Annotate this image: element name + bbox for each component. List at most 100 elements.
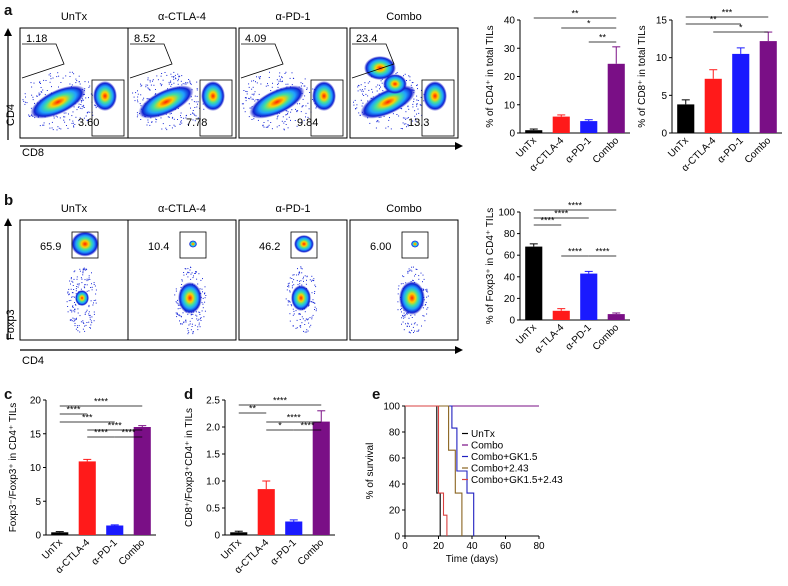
scatter-dot [88, 277, 90, 279]
scatter-dot [412, 279, 414, 281]
flow-scatter-cloud [66, 267, 97, 333]
scatter-dot [410, 314, 412, 316]
scatter-dot [408, 75, 410, 77]
scatter-dot [294, 120, 296, 121]
scatter-dot [191, 323, 193, 325]
scatter-dot [95, 302, 97, 304]
scatter-dot [306, 279, 307, 281]
scatter-dot [77, 308, 79, 310]
scatter-dot [71, 296, 73, 298]
scatter-dot [170, 112, 172, 114]
scatter-dot [197, 319, 199, 321]
scatter-dot [304, 331, 306, 333]
scatter-dot [167, 116, 169, 118]
scatter-dot [91, 289, 93, 291]
scatter-dot [291, 84, 293, 86]
scatter-dot [299, 103, 301, 105]
scatter-dot [195, 115, 197, 117]
scatter-dot [33, 82, 35, 84]
scatter-dot [282, 80, 283, 82]
flow-density-treg [71, 231, 99, 257]
scatter-dot [291, 305, 293, 307]
scatter-dot [402, 128, 403, 130]
scatter-dot [55, 115, 57, 117]
scatter-dot [382, 90, 384, 92]
scatter-dot [195, 272, 196, 274]
scatter-dot [76, 80, 78, 82]
scatter-dot [414, 322, 416, 324]
scatter-dot [292, 281, 293, 283]
scatter-dot [402, 314, 404, 316]
scatter-dot [90, 324, 92, 326]
scatter-dot [409, 79, 411, 81]
scatter-dot [289, 320, 291, 322]
scatter-dot [90, 327, 91, 329]
category-label: α-PD-1 [564, 322, 595, 353]
scatter-dot [281, 76, 283, 78]
scatter-dot [292, 325, 294, 327]
bar [677, 104, 695, 133]
scatter-dot [51, 121, 53, 123]
flow-density-conv [178, 282, 202, 314]
scatter-dot [93, 302, 94, 304]
scatter-dot [182, 83, 184, 85]
scatter-dot [296, 327, 298, 329]
y-tick-label: 10 [656, 53, 668, 64]
scatter-dot [426, 288, 428, 290]
scatter-dot [88, 313, 90, 315]
scatter-dot [310, 324, 312, 326]
scatter-dot [93, 300, 95, 301]
scatter-dot [422, 307, 424, 309]
scatter-dot [173, 118, 175, 120]
scatter-dot [73, 271, 75, 273]
scatter-dot [306, 275, 308, 277]
significance-label: **** [94, 428, 109, 438]
scatter-dot [379, 84, 380, 86]
scatter-dot [85, 311, 87, 313]
scatter-dot [39, 82, 41, 84]
scatter-dot [187, 330, 189, 332]
scatter-dot [192, 331, 194, 333]
scatter-dot [78, 106, 80, 108]
scatter-dot [82, 272, 84, 274]
scatter-dot [76, 317, 77, 319]
scatter-dot [71, 115, 73, 117]
scatter-dot [87, 119, 89, 121]
scatter-dot [71, 84, 73, 86]
scatter-dot [198, 273, 200, 275]
scatter-dot [187, 276, 189, 278]
scatter-dot [90, 287, 92, 288]
scatter-dot [409, 325, 410, 327]
scatter-dot [267, 125, 269, 127]
scatter-dot [290, 119, 291, 121]
scatter-dot [192, 313, 194, 315]
y-tick-label: 80 [504, 229, 516, 240]
flow-plot-frame [127, 27, 237, 139]
scatter-dot [307, 102, 309, 104]
scatter-dot [390, 128, 392, 130]
scatter-dot [178, 314, 180, 316]
scatter-dot [364, 86, 366, 87]
scatter-dot [276, 79, 278, 81]
scatter-dot [205, 295, 207, 296]
scatter-dot [195, 101, 197, 103]
scatter-dot [416, 104, 418, 105]
scatter-dot [170, 80, 172, 82]
cd8-gate [421, 79, 455, 137]
scatter-dot [176, 312, 178, 314]
scatter-dot [306, 89, 308, 90]
scatter-dot [185, 320, 187, 322]
scatter-dot [288, 284, 290, 286]
significance-label: **** [66, 405, 81, 415]
scatter-dot [298, 271, 300, 273]
scatter-dot [383, 115, 385, 117]
scatter-dot [287, 283, 289, 285]
scatter-dot [147, 79, 149, 81]
scatter-dot [381, 82, 383, 84]
scatter-dot [392, 113, 394, 115]
scatter-dot [147, 119, 149, 121]
scatter-dot [24, 101, 26, 103]
scatter-dot [194, 324, 196, 326]
scatter-dot [289, 300, 290, 302]
scatter-dot [74, 322, 76, 324]
